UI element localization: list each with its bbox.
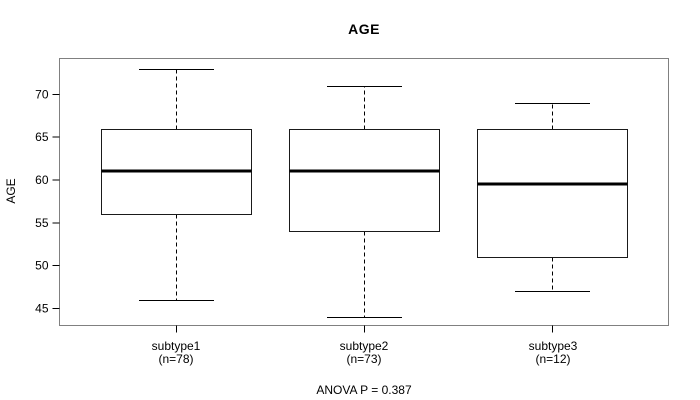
category-count: (n=12): [535, 352, 571, 366]
category-name: subtype1: [151, 339, 201, 353]
y-tick-label: 45: [35, 301, 49, 315]
iqr-box: [289, 129, 440, 232]
x-category-subtype3: subtype3 (n=12): [478, 340, 628, 366]
x-category-subtype1: subtype1 (n=78): [101, 340, 251, 366]
category-count: (n=73): [346, 352, 382, 366]
category-name: subtype3: [528, 339, 578, 353]
y-tick-label: 50: [35, 259, 49, 273]
y-tick-label: 65: [35, 130, 49, 144]
chart-title: AGE: [348, 21, 380, 37]
iqr-box: [477, 129, 628, 258]
category-count: (n=78): [158, 352, 194, 366]
anova-annotation: ANOVA P = 0.387: [316, 383, 412, 397]
x-category-subtype2: subtype2 (n=73): [289, 340, 439, 366]
y-tick-label: 55: [35, 216, 49, 230]
category-name: subtype2: [339, 339, 389, 353]
y-tick-label: 70: [35, 87, 49, 101]
y-tick-label: 60: [35, 173, 49, 187]
